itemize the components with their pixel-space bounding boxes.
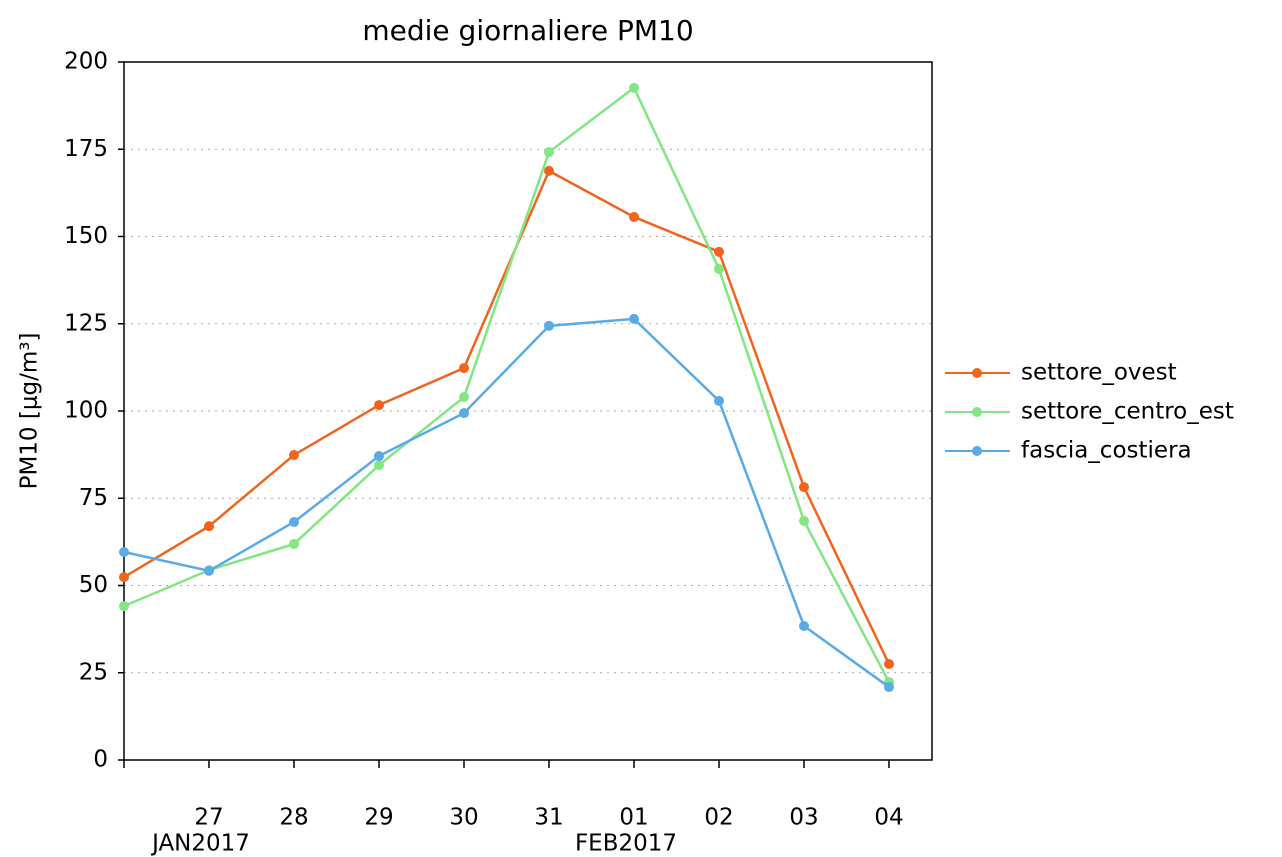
data-point <box>544 165 554 176</box>
x-tick-label: 30 <box>449 805 478 831</box>
data-point <box>119 572 129 583</box>
data-point <box>799 482 809 493</box>
data-point <box>374 460 384 471</box>
x-tick-label: 03 <box>789 805 818 831</box>
y-tick-label: 25 <box>79 659 108 685</box>
y-tick-label: 175 <box>64 136 108 162</box>
x-tick-label: 04 <box>874 805 903 831</box>
data-point <box>374 400 384 411</box>
data-point <box>204 565 214 576</box>
month-label: FEB2017 <box>575 831 677 857</box>
x-tick-label: 29 <box>364 805 393 831</box>
data-point <box>544 320 554 331</box>
data-point <box>459 392 469 403</box>
legend-label: settore_centro_est <box>1021 399 1234 425</box>
data-point <box>714 263 724 274</box>
data-point <box>799 620 809 631</box>
data-point <box>884 659 894 670</box>
data-point <box>714 395 724 406</box>
data-point <box>799 515 809 526</box>
y-tick-label: 75 <box>79 485 108 511</box>
data-point <box>884 682 894 693</box>
data-point <box>289 538 299 549</box>
legend-marker <box>972 407 982 417</box>
y-tick-label: 50 <box>79 572 108 598</box>
data-point <box>459 363 469 374</box>
y-tick-label: 125 <box>64 310 108 336</box>
series-line <box>123 85 891 683</box>
data-point <box>629 313 639 324</box>
x-tick-label: 27 <box>194 805 223 831</box>
plot-frame <box>123 61 933 761</box>
month-label: JAN2017 <box>150 831 250 857</box>
y-tick-label: 200 <box>64 49 108 75</box>
data-point <box>459 408 469 419</box>
y-axis-label: PM10 [μg/m³] <box>17 333 43 490</box>
legend-label: fascia_costiera <box>1021 438 1192 464</box>
data-point <box>629 211 639 222</box>
y-tick-label: 0 <box>93 747 108 773</box>
data-point <box>289 516 299 527</box>
data-point <box>119 546 129 557</box>
data-point <box>544 147 554 158</box>
series-line <box>123 169 891 665</box>
data-point <box>629 82 639 93</box>
y-tick-label: 150 <box>64 223 108 249</box>
series-line <box>123 317 890 689</box>
data-point <box>204 521 214 532</box>
chart-title: medie giornaliere PM10 <box>362 14 693 47</box>
y-tick-label: 100 <box>64 398 108 424</box>
x-tick-label: 28 <box>279 805 308 831</box>
legend-marker <box>972 446 982 456</box>
x-tick-label: 01 <box>619 805 648 831</box>
data-point <box>289 449 299 460</box>
legend-label: settore_ovest <box>1021 360 1177 386</box>
data-point <box>714 246 724 257</box>
x-tick-label: 02 <box>704 805 733 831</box>
data-point <box>374 451 384 462</box>
x-tick-label: 31 <box>534 805 563 831</box>
data-point <box>119 601 129 612</box>
legend-marker <box>972 368 982 378</box>
